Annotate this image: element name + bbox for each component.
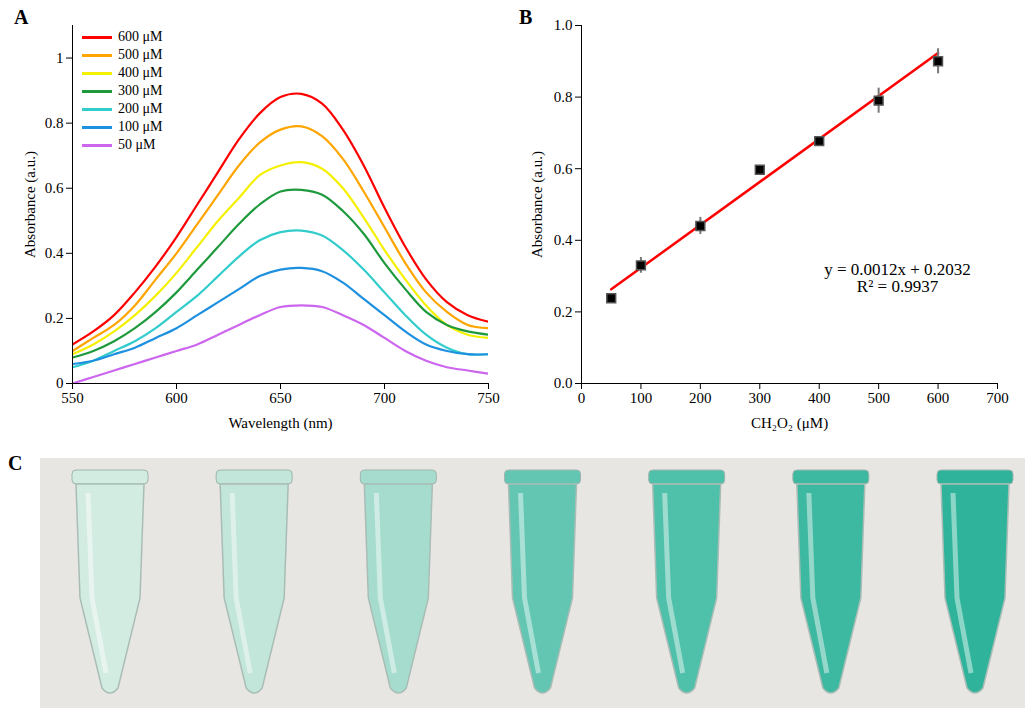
svg-text:700: 700 <box>373 390 396 406</box>
svg-text:0.8: 0.8 <box>45 115 64 131</box>
svg-text:0.8: 0.8 <box>554 89 573 105</box>
svg-text:0.4: 0.4 <box>45 245 64 261</box>
svg-text:750: 750 <box>477 390 500 406</box>
svg-text:Absorbance (a.u.): Absorbance (a.u.) <box>22 151 39 258</box>
svg-text:600: 600 <box>927 390 950 406</box>
svg-text:100: 100 <box>630 390 653 406</box>
svg-text:0: 0 <box>56 375 64 391</box>
html-text:200 μM: 200 μM <box>118 101 163 116</box>
svg-text:0: 0 <box>578 390 586 406</box>
svg-text:0.6: 0.6 <box>45 180 64 196</box>
svg-text:y = 0.0012x + 0.2032R² = 0.993: y = 0.0012x + 0.2032R² = 0.9937 <box>824 260 971 296</box>
html-text:400 μM: 400 μM <box>118 65 163 80</box>
svg-text:500: 500 <box>867 390 890 406</box>
html-text:A: A <box>14 6 29 28</box>
svg-text:300: 300 <box>749 390 772 406</box>
html-text:300 μM: 300 μM <box>118 83 163 98</box>
svg-text:600: 600 <box>165 390 188 406</box>
html-text:600 μM: 600 μM <box>118 29 163 44</box>
svg-text:Wavelength (nm): Wavelength (nm) <box>228 415 332 432</box>
svg-text:0.2: 0.2 <box>554 304 573 320</box>
svg-text:1: 1 <box>56 50 64 66</box>
html-text:C: C <box>8 452 23 474</box>
html-text:B: B <box>519 6 533 28</box>
html-text:50 μM: 50 μM <box>118 137 156 152</box>
svg-text:650: 650 <box>269 390 292 406</box>
svg-text:0.2: 0.2 <box>45 310 64 326</box>
html-text:500 μM: 500 μM <box>118 47 163 62</box>
svg-text:550: 550 <box>61 390 84 406</box>
svg-text:CH₂O₂ (μM): CH₂O₂ (μM) <box>751 415 828 432</box>
svg-text:1.0: 1.0 <box>554 17 573 33</box>
svg-text:Absorbance (a.u.): Absorbance (a.u.) <box>529 151 546 258</box>
svg-text:0.6: 0.6 <box>554 161 573 177</box>
svg-text:200: 200 <box>689 390 712 406</box>
svg-text:0.4: 0.4 <box>554 232 573 248</box>
svg-text:400: 400 <box>808 390 831 406</box>
html-text:100 μM: 100 μM <box>118 119 163 134</box>
svg-text:0.0: 0.0 <box>554 375 573 391</box>
svg-text:700: 700 <box>986 390 1009 406</box>
